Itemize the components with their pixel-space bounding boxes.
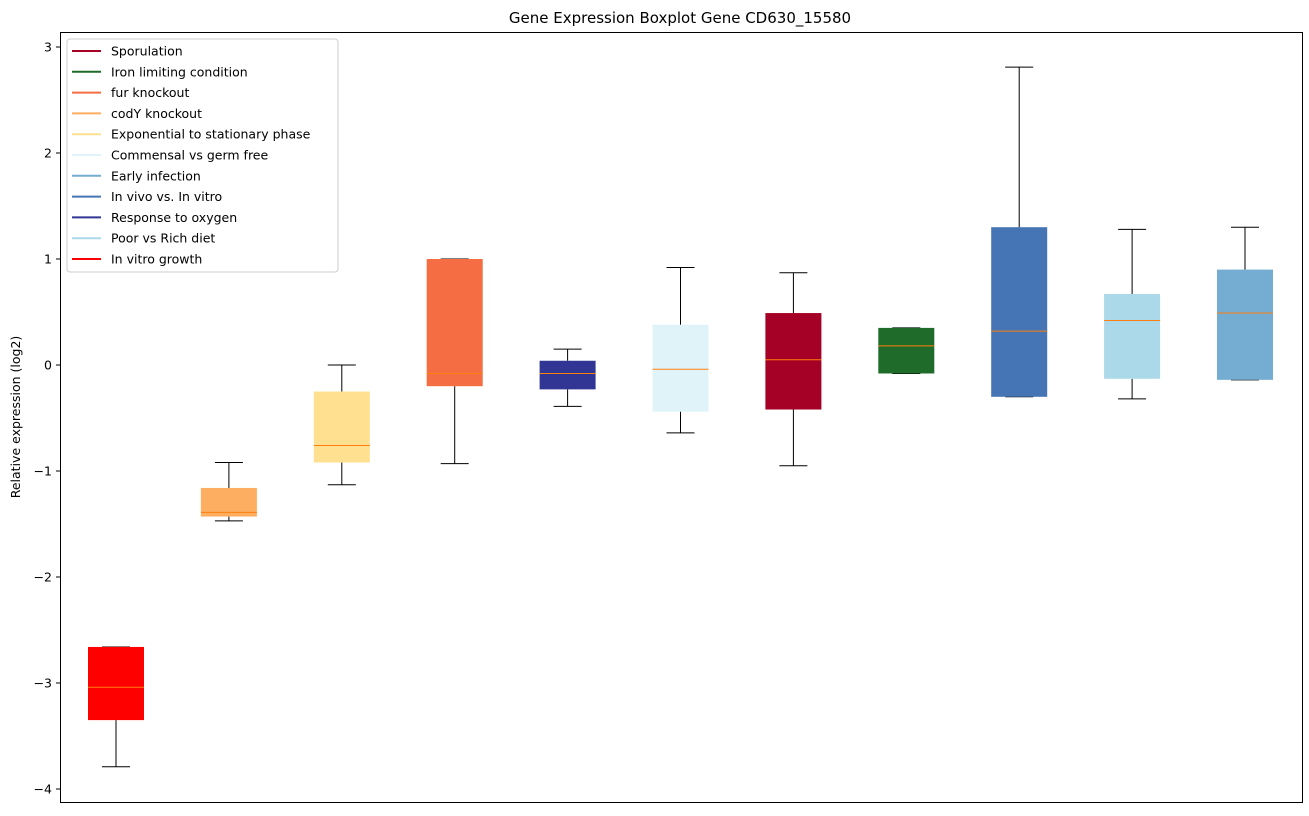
legend-label: In vitro growth [111,252,202,267]
y-tick-label: 0 [44,358,52,373]
box-group [200,462,257,522]
boxes [88,66,1273,768]
legend-label: Sporulation [111,44,183,59]
legend-label: Iron limiting condition [111,64,248,79]
box [88,646,144,721]
box-group [1217,226,1273,381]
box-group [878,327,935,374]
y-tick-label: 1 [44,252,52,267]
legend-label: Commensal vs germ free [111,148,268,163]
box [313,391,370,463]
legend-label: Exponential to stationary phase [111,127,311,142]
box-group [426,258,483,465]
legend-label: In vivo vs. In vitro [111,189,222,204]
box [878,327,935,374]
box-group [88,646,144,768]
box-group [539,348,596,407]
box [200,487,257,517]
y-axis-label: Relative expression (log2) [8,336,23,499]
box-group [652,266,709,434]
plot-frame [60,32,1303,803]
box-group [991,66,1048,398]
box [765,313,822,410]
box-group [1104,228,1161,400]
chart-title: Gene Expression Boxplot Gene CD630_15580 [509,9,851,28]
y-tick-label: −3 [34,676,52,691]
box [652,324,709,412]
box [1104,293,1161,379]
legend-label: Early infection [111,168,201,183]
box-group [765,272,822,467]
legend-label: codY knockout [111,106,202,121]
y-tick-label: 3 [44,40,52,55]
box [1217,269,1273,380]
legend-frame [66,38,339,273]
legend: Sporulation Iron limiting condition fur kn… [66,38,339,273]
box [991,227,1048,397]
legend-label: Poor vs Rich diet [111,231,215,246]
y-tick-label: −2 [34,570,52,585]
legend-label: Response to oxygen [111,210,237,225]
box-group [313,364,370,486]
y-tick-label: −1 [34,464,52,479]
y-tick-label: −4 [34,782,52,797]
legend-label: fur knockout [111,85,189,100]
box [426,259,483,387]
y-axis: 3 2 1 0 −1 −2 −3 −4 [34,40,60,797]
box [539,360,596,390]
y-tick-label: 2 [44,146,52,161]
